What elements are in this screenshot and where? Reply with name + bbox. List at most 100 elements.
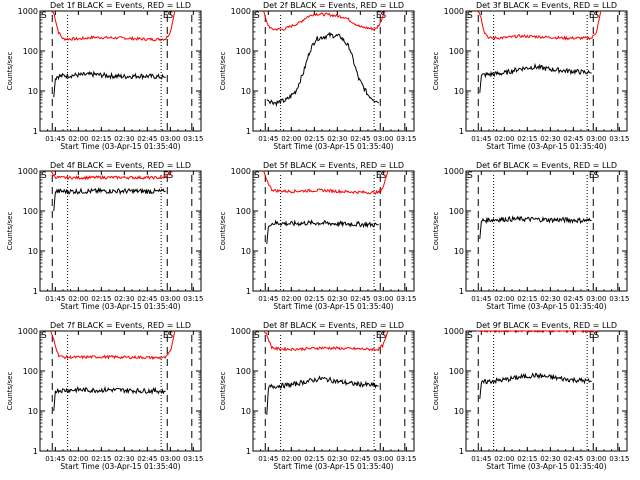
y-tick-label: 1 [33, 447, 38, 456]
marker-e-label: E [589, 331, 595, 341]
marker-s-label-start: S [254, 331, 260, 341]
x-tick-label: 03:00 [586, 295, 606, 303]
x-tick-label: 02:15 [517, 295, 537, 303]
x-axis-label: Start Time (03-Apr-15 01:35:40) [486, 302, 606, 311]
detector-panel-6: Det 6f BLACK = Events, RED = LLD 1 10 100 10… [432, 161, 629, 311]
x-tick-label: 02:00 [494, 135, 514, 143]
marker-s-label: S [380, 11, 386, 21]
y-tick-label: 1000 [444, 167, 464, 176]
x-axis-label: Start Time (03-Apr-15 01:35:40) [60, 462, 180, 471]
y-tick-label: 10 [241, 87, 251, 96]
y-tick-label: 1000 [18, 167, 38, 176]
x-tick-label: 02:00 [281, 295, 301, 303]
marker-s-label-start: S [467, 171, 473, 181]
plot-frame [39, 170, 202, 292]
marker-s-label-start: S [41, 171, 47, 181]
x-tick-label: 02:45 [350, 455, 370, 463]
plot-frame [465, 10, 628, 132]
y-tick-label: 1000 [231, 7, 251, 16]
x-tick-label: 03:15 [396, 295, 416, 303]
marker-s-label-start: S [41, 331, 47, 341]
x-tick-label: 02:30 [114, 295, 134, 303]
events-rate-line [53, 70, 166, 98]
lld-rate-line [50, 330, 176, 361]
y-tick-label: 1 [246, 127, 251, 136]
x-tick-label: 02:00 [68, 455, 88, 463]
y-tick-label: 10 [28, 407, 38, 416]
x-tick-label: 02:45 [563, 135, 583, 143]
y-tick-label: 1 [246, 287, 251, 296]
x-tick-label: 02:00 [281, 455, 301, 463]
x-tick-label: 02:00 [494, 295, 514, 303]
panel-title: Det 2f BLACK = Events, RED = LLD [263, 1, 404, 10]
x-axis-label: Start Time (03-Apr-15 01:35:40) [273, 302, 393, 311]
x-tick-label: 02:00 [494, 455, 514, 463]
x-axis-label: Start Time (03-Apr-15 01:35:40) [486, 142, 606, 151]
marker-s-label-start: S [467, 11, 473, 21]
marker-e-label: E [376, 171, 382, 181]
y-tick-label: 100 [449, 207, 464, 216]
lld-rate-line [50, 170, 173, 181]
detector-panel-7: Det 7f BLACK = Events, RED = LLD 1 10 100 10… [6, 321, 203, 471]
plot-frame [465, 330, 628, 452]
events-rate-line [53, 186, 166, 212]
marker-s-label: S [593, 11, 599, 21]
y-axis-label: Counts/sec [432, 212, 440, 251]
marker-s-label: S [380, 171, 386, 181]
y-tick-label: 100 [236, 207, 251, 216]
events-rate-line [266, 31, 380, 108]
x-tick-label: 02:15 [517, 135, 537, 143]
x-axis-label: Start Time (03-Apr-15 01:35:40) [273, 142, 393, 151]
marker-s-label: S [167, 171, 173, 181]
x-tick-label: 02:00 [68, 135, 88, 143]
y-tick-label: 1 [33, 127, 38, 136]
panel-title: Det 7f BLACK = Events, RED = LLD [50, 321, 191, 330]
x-tick-label: 02:45 [350, 295, 370, 303]
events-rate-line [479, 372, 592, 400]
x-axis-label: Start Time (03-Apr-15 01:35:40) [60, 302, 180, 311]
marker-e-label: E [376, 331, 382, 341]
events-rate-line [53, 385, 166, 412]
detector-panel-8: Det 8f BLACK = Events, RED = LLD 1 10 100 10… [219, 321, 416, 471]
x-tick-label: 01:45 [45, 455, 65, 463]
x-tick-label: 03:15 [396, 455, 416, 463]
x-tick-label: 02:15 [304, 295, 324, 303]
y-tick-label: 10 [28, 87, 38, 96]
y-tick-label: 100 [236, 367, 251, 376]
y-tick-label: 100 [23, 367, 38, 376]
x-tick-label: 03:15 [183, 135, 203, 143]
y-axis-label: Counts/sec [6, 212, 14, 251]
plot-frame [252, 170, 415, 292]
x-tick-label: 03:15 [183, 455, 203, 463]
plot-frame [252, 330, 415, 452]
y-axis-label: Counts/sec [6, 52, 14, 91]
y-axis-label: Counts/sec [6, 372, 14, 411]
x-tick-label: 03:00 [160, 135, 180, 143]
x-tick-label: 02:30 [540, 295, 560, 303]
y-tick-label: 100 [23, 207, 38, 216]
lld-rate-line [50, 10, 176, 42]
x-tick-label: 01:45 [258, 295, 278, 303]
y-tick-label: 1 [459, 287, 464, 296]
events-rate-line [479, 62, 592, 93]
marker-e-label: E [589, 11, 595, 21]
y-tick-label: 10 [241, 407, 251, 416]
x-tick-label: 01:45 [258, 455, 278, 463]
x-tick-label: 02:30 [327, 295, 347, 303]
y-tick-label: 100 [449, 47, 464, 56]
x-tick-label: 02:15 [91, 135, 111, 143]
y-axis-label: Counts/sec [219, 372, 227, 411]
x-tick-label: 03:15 [396, 135, 416, 143]
detector-panel-1: Det 1f BLACK = Events, RED = LLD 1 10 100 10… [6, 1, 203, 151]
y-tick-label: 100 [236, 47, 251, 56]
x-tick-label: 02:30 [540, 135, 560, 143]
x-tick-label: 03:00 [160, 295, 180, 303]
x-tick-label: 02:30 [327, 455, 347, 463]
marker-e-label: E [376, 11, 382, 21]
x-tick-label: 02:15 [517, 455, 537, 463]
marker-e-label: E [163, 11, 169, 21]
x-tick-label: 03:15 [609, 295, 629, 303]
x-tick-label: 02:45 [137, 135, 157, 143]
lld-rate-line [263, 10, 386, 32]
